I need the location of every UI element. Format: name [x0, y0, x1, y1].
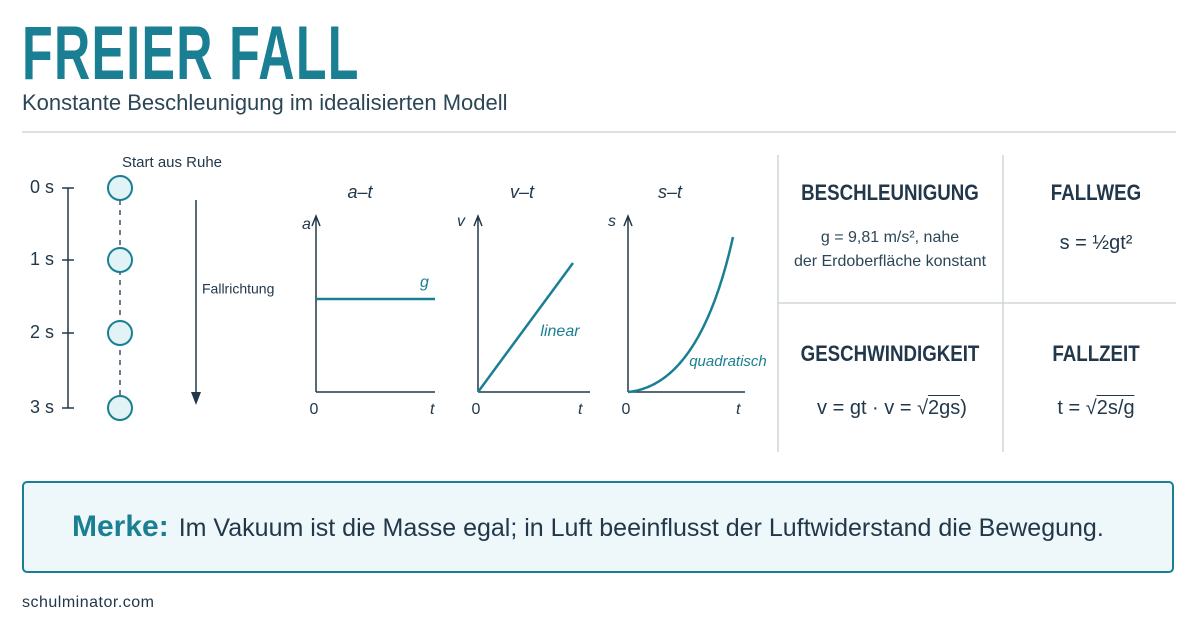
curve-label: quadratisch: [689, 353, 767, 370]
start-label: Start aus Ruhe: [122, 154, 222, 171]
time-label: 0 s: [30, 177, 54, 197]
graph-title: v–t: [510, 182, 535, 202]
curve-label: g: [420, 274, 429, 291]
note-box: [22, 481, 1174, 573]
graph-x-label: t: [578, 401, 583, 418]
graph-origin: 0: [472, 401, 481, 418]
curve-linear: [476, 262, 575, 393]
card-title: FALLZEIT: [1052, 341, 1140, 366]
curve-quadratic: [627, 236, 735, 394]
time-label: 1 s: [30, 249, 54, 269]
arrow-head: [191, 392, 201, 405]
direction-label: Fallrichtung: [202, 281, 274, 297]
graph-title: a–t: [347, 182, 373, 202]
formula: s = ½gt²: [1060, 232, 1133, 255]
radicand: 2s/g: [1096, 395, 1135, 419]
formula-part: s = ½gt²: [1059, 232, 1133, 254]
formula: t = √2s/g: [1057, 395, 1135, 420]
card-grid: [777, 155, 1176, 452]
graph-y-label: a: [302, 216, 311, 233]
graph-origin: 0: [622, 401, 631, 418]
graph-axes: [311, 213, 745, 393]
graph-y-label: s: [608, 213, 616, 230]
card-line: der Erdoberfläche konstant: [793, 253, 987, 270]
graph-x-label: t: [736, 401, 741, 418]
formula-part: v = gt · v = √: [817, 397, 929, 419]
curve-label: linear: [540, 323, 580, 340]
note-label: Merke:: [72, 510, 169, 543]
time-label: 2 s: [30, 322, 54, 342]
graph-x-label: t: [430, 401, 435, 418]
formula-part: ): [960, 397, 967, 419]
time-ticks: [62, 187, 74, 409]
time-label: 3 s: [30, 397, 54, 417]
ball-positions: [107, 175, 133, 421]
formula: v = gt · v = √2gs): [817, 395, 967, 420]
footer: schulminator.com: [22, 594, 155, 611]
title: FREIER FALL: [22, 11, 360, 96]
card-title: BESCHLEUNIGUNG: [801, 180, 979, 205]
note-text: Im Vakuum ist die Masse egal; in Luft be…: [178, 514, 1104, 542]
card-title: FALLWEG: [1050, 180, 1142, 205]
card-text: g = 9,81 m/s², nahe der Erdoberfläche kon…: [794, 226, 986, 274]
graph-origin: 0: [310, 401, 319, 418]
note: Merke: Im Vakuum ist die Masse egal; in L…: [72, 510, 1104, 544]
formula-part: t = √: [1057, 397, 1097, 419]
card-line: g = 9,81 m/s², nahe: [820, 229, 960, 246]
radicand: 2gs: [928, 395, 961, 419]
graph-title: s–t: [658, 182, 683, 202]
card-title: GESCHWINDIGKEIT: [800, 341, 980, 366]
graph-y-label: v: [457, 213, 466, 230]
subtitle: Konstante Beschleunigung im idealisierte…: [22, 90, 508, 115]
